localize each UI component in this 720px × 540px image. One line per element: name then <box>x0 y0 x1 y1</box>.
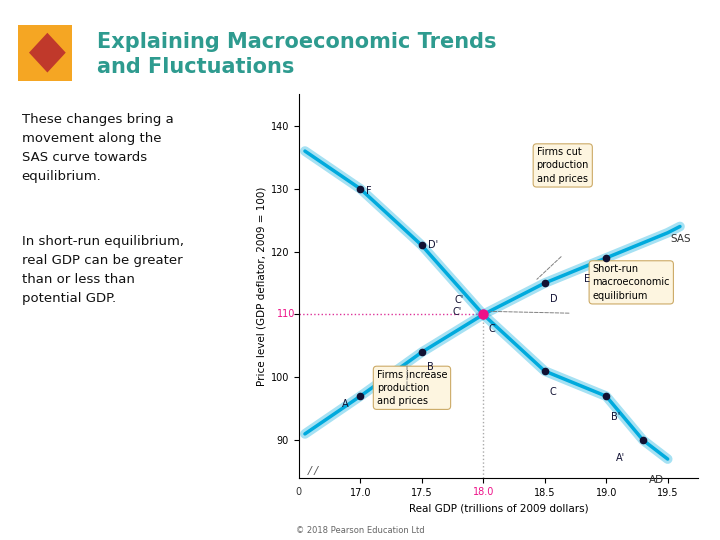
Text: Short-run
macroeconomic
equilibrium: Short-run macroeconomic equilibrium <box>593 264 670 301</box>
Text: Explaining Macroeconomic Trends: Explaining Macroeconomic Trends <box>97 32 497 52</box>
Polygon shape <box>29 33 66 72</box>
Text: SAS: SAS <box>670 234 690 244</box>
Text: E: E <box>584 274 590 284</box>
Text: D: D <box>549 294 557 305</box>
Text: 18.0: 18.0 <box>472 487 494 497</box>
FancyBboxPatch shape <box>18 25 72 80</box>
Text: 0: 0 <box>296 487 302 497</box>
Text: © 2018 Pearson Education Ltd: © 2018 Pearson Education Ltd <box>296 525 424 535</box>
Text: A: A <box>342 400 348 409</box>
Text: A': A' <box>616 453 625 463</box>
Text: B: B <box>427 362 433 372</box>
Text: D': D' <box>428 240 438 251</box>
Y-axis label: Price level (GDP deflator, 2009 = 100): Price level (GDP deflator, 2009 = 100) <box>256 186 266 386</box>
Text: C: C <box>549 387 557 397</box>
Text: In short-run equilibrium,
real GDP can be greater
than or less than
potential GD: In short-run equilibrium, real GDP can b… <box>22 235 184 305</box>
Text: C': C' <box>452 307 462 317</box>
Text: C: C <box>488 324 495 334</box>
Text: / /: / / <box>308 466 319 476</box>
Text: B': B' <box>611 412 621 422</box>
X-axis label: Real GDP (trillions of 2009 dollars): Real GDP (trillions of 2009 dollars) <box>409 503 588 513</box>
Text: 110: 110 <box>276 309 295 320</box>
Text: AD: AD <box>649 475 665 485</box>
Text: and Fluctuations: and Fluctuations <box>97 57 294 77</box>
Text: F: F <box>366 186 372 195</box>
Text: C': C' <box>455 295 464 305</box>
Text: Firms increase
production
and prices: Firms increase production and prices <box>377 369 447 406</box>
Text: These changes bring a
movement along the
SAS curve towards
equilibrium.: These changes bring a movement along the… <box>22 113 174 184</box>
Text: Firms cut
production
and prices: Firms cut production and prices <box>536 147 589 184</box>
